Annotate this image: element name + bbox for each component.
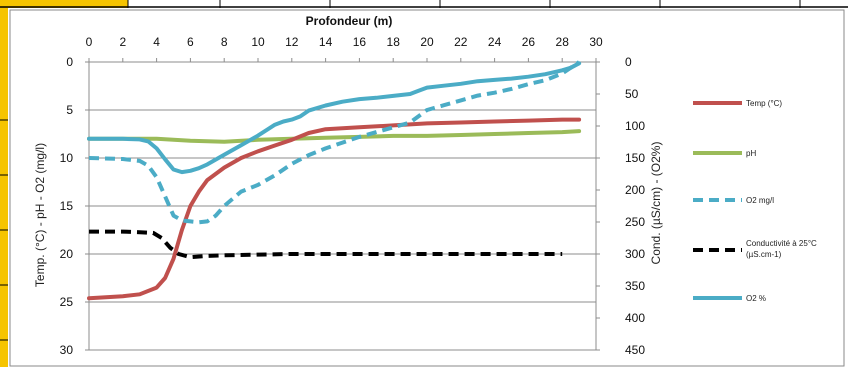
- x-tick-label-18: 18: [387, 35, 401, 49]
- row-tick-marks: [0, 119, 8, 341]
- y-right-tick-label-250: 250: [625, 215, 645, 229]
- x-tick-labels: 0 2 4 6 8 10 12 14 16 18 20 22 24 26 28 30: [86, 35, 603, 62]
- y-left-tick-label-0: 0: [66, 55, 73, 69]
- y-left-tick-label-20: 20: [60, 247, 74, 261]
- y-right-tick-label-400: 400: [625, 311, 645, 325]
- y-right-tick-label-200: 200: [625, 183, 645, 197]
- y-left-tick-labels: 0 5 10 15 20 25 30: [60, 55, 89, 357]
- legend-label-3: Conductivité à 25°C (µS.cm-1): [746, 239, 817, 259]
- y-left-axis-title: Temp. (°C) - pH - O2 (mg/l): [33, 143, 47, 287]
- x-tick-label-16: 16: [353, 35, 367, 49]
- x-tick-label-24: 24: [488, 35, 502, 49]
- x-tick-label-30: 30: [589, 35, 603, 49]
- y-right-tick-label-0: 0: [625, 55, 632, 69]
- x-tick-label-10: 10: [251, 35, 265, 49]
- x-tick-label-2: 2: [119, 35, 126, 49]
- series-lines: [87, 60, 582, 301]
- series-line-0: [87, 117, 582, 301]
- y-right-tick-label-100: 100: [625, 119, 645, 133]
- legend-label-line-1: (µS.cm-1): [746, 250, 782, 259]
- y-left-tick-label-5: 5: [66, 103, 73, 117]
- series-line-4: [87, 61, 582, 175]
- legend-label-1: pH: [746, 149, 756, 158]
- legend-label-0: Temp (°C): [746, 99, 782, 108]
- x-tick-label-6: 6: [187, 35, 194, 49]
- y-left-tick-label-25: 25: [60, 295, 74, 309]
- series-line-2: [88, 60, 581, 225]
- x-tick-label-8: 8: [221, 35, 228, 49]
- x-axis-title: Profondeur (m): [306, 14, 393, 28]
- x-tick-label-12: 12: [285, 35, 299, 49]
- x-tick-label-22: 22: [454, 35, 468, 49]
- y-left-tick-label-30: 30: [60, 343, 74, 357]
- y-right-tick-labels: 0 50 100 150 200 250 300 350 400 450: [596, 55, 645, 357]
- x-tick-label-20: 20: [420, 35, 434, 49]
- legend-label-2: O2 mg/l: [746, 196, 774, 205]
- x-tick-label-4: 4: [153, 35, 160, 49]
- y-right-tick-label-50: 50: [625, 87, 639, 101]
- x-tick-label-0: 0: [86, 35, 93, 49]
- y-left-tick-label-10: 10: [60, 151, 74, 165]
- y-left-tick-label-15: 15: [60, 199, 74, 213]
- selected-cell-highlight: [0, 0, 128, 8]
- x-tick-label-14: 14: [319, 35, 333, 49]
- x-tick-label-28: 28: [556, 35, 570, 49]
- y-right-tick-label-300: 300: [625, 247, 645, 261]
- series-line-3: [89, 229, 563, 260]
- series-line-1: [87, 129, 582, 144]
- y-right-tick-label-150: 150: [625, 151, 645, 165]
- legend: Temp (°C) pH O2 mg/l Conductivité à 25°C (µS…: [693, 99, 817, 303]
- y-right-axis-title: Cond. (µS/cm) - (O2%): [649, 142, 663, 265]
- x-tick-label-26: 26: [522, 35, 536, 49]
- legend-label-4: O2 %: [746, 294, 766, 303]
- sheet-column-borders: [127, 0, 801, 8]
- legend-label-line-0: Conductivité à 25°C: [746, 239, 817, 248]
- chart-area: [9, 9, 845, 367]
- row-header-strip: [0, 8, 8, 367]
- y-right-tick-label-350: 350: [625, 279, 645, 293]
- y-right-tick-label-450: 450: [625, 343, 645, 357]
